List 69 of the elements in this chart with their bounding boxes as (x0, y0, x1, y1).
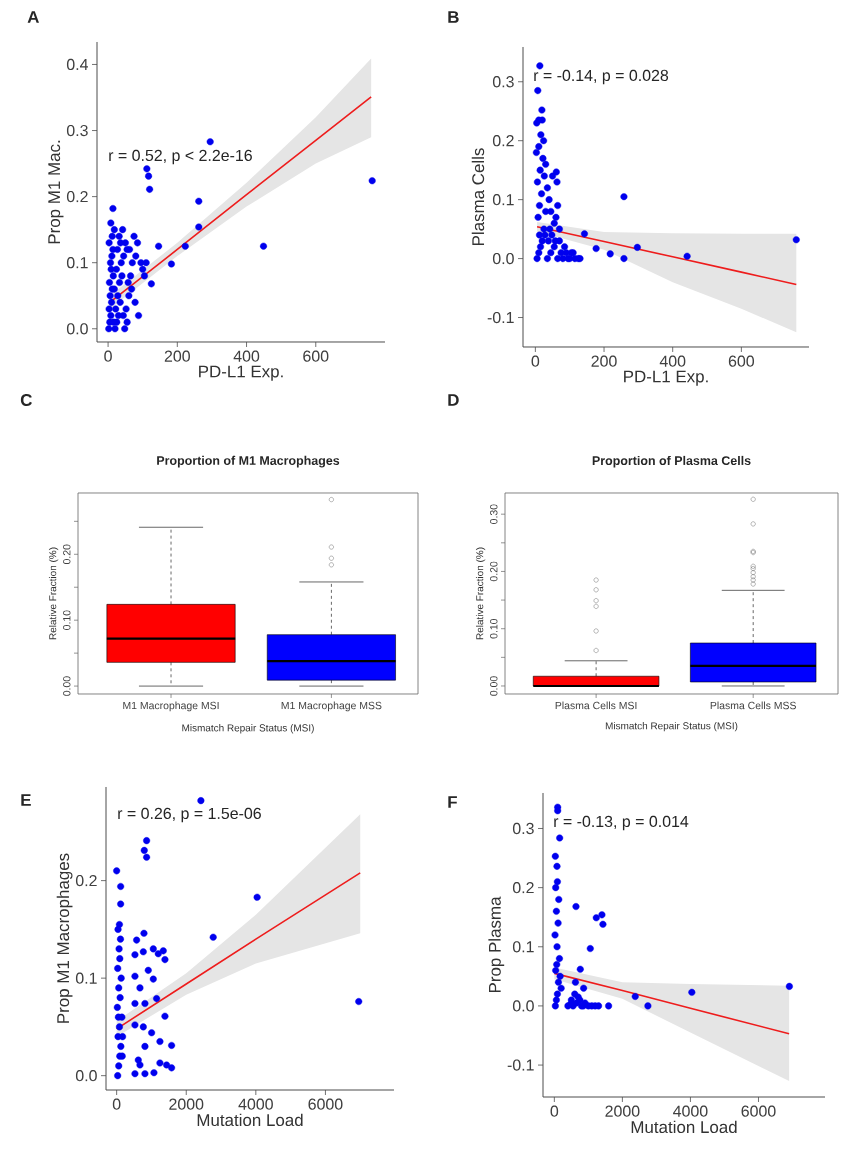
text: A (27, 11, 39, 23)
x-tick-label: 400 (659, 355, 686, 367)
y-tick-label: 0.2 (75, 874, 97, 887)
y-tick-label: 0.0 (512, 1000, 534, 1012)
y-tick-label: 0.0 (66, 323, 88, 335)
x-tick-label: M1 Macrophage MSI (123, 701, 219, 712)
x-tick-label: Plasma Cells MSI (555, 701, 637, 710)
y-tick-label: 0.3 (512, 822, 534, 835)
x-tick-label: 400 (233, 350, 260, 362)
y-tick-label: 0.1 (75, 972, 97, 984)
y-tick-label: -0.1 (507, 1059, 534, 1071)
x-tick-label: 6000 (741, 1105, 776, 1117)
y-tick-label: 0.1 (492, 194, 514, 206)
y-tick-label: 0.00 (63, 676, 71, 696)
x-tick-label: 0 (531, 355, 540, 367)
annotation: r = 0.26, p = 1.5e-06 (118, 807, 261, 823)
y-tick-label: 0.4 (66, 58, 89, 71)
y-tick-label: 0.2 (66, 190, 88, 203)
y-tick-label: -0.1 (487, 311, 514, 324)
y-tick-label: 0.10 (63, 610, 71, 630)
x-tick-label: 2000 (605, 1105, 640, 1117)
x-axis-title: PD-L1 Exp. (199, 365, 283, 381)
x-tick-label: 6000 (308, 1098, 343, 1110)
y-tick-label: 0.1 (512, 941, 534, 953)
x-tick-label: M1 Macrophage MSS (281, 701, 382, 712)
x-tick-label: 4000 (238, 1098, 273, 1110)
y-axis-title: Relative Fraction (%) (48, 547, 59, 640)
x-tick-label: 0 (550, 1105, 559, 1117)
x-axis-title: Mutation Load (631, 1120, 737, 1134)
x-tick-label: 0 (104, 350, 112, 362)
y-tick-label: 0.3 (66, 124, 88, 137)
y-tick-label: 0.0 (75, 1070, 97, 1082)
x-axis-title: Mismatch Repair Status (MSI) (182, 724, 314, 734)
y-tick-label: 0.0 (492, 252, 514, 265)
x-tick-label: 200 (591, 355, 617, 367)
y-tick-label: 0.20 (63, 544, 71, 565)
annotation: r = 0.52, p < 2.2e-16 (109, 149, 252, 165)
text: B (448, 11, 459, 23)
y-tick-label: 0.10 (490, 618, 498, 639)
x-tick-label: 600 (303, 350, 329, 362)
chart-title: Proportion of M1 Macrophages (157, 455, 340, 468)
y-tick-label: 0.00 (490, 676, 498, 696)
y-tick-label: 0.30 (490, 504, 498, 524)
x-tick-label: 2000 (169, 1098, 204, 1110)
text: E (21, 794, 31, 806)
y-axis-title: Relative Fraction (%) (475, 547, 486, 640)
x-tick-label: Plasma Cells MSS (710, 701, 796, 710)
text: C (20, 393, 32, 406)
y-tick-label: 0.20 (490, 561, 498, 582)
y-tick-label: 0.3 (492, 76, 514, 88)
x-axis-title: Mutation Load (197, 1113, 303, 1127)
x-axis-title: PD-L1 Exp. (624, 370, 708, 386)
chart-title: Proportion of Plasma Cells (592, 455, 751, 468)
y-axis-title: Plasma Cells (471, 148, 485, 246)
annotation: r = -0.14, p = 0.028 (534, 69, 669, 85)
y-tick-label: 0.1 (66, 257, 88, 269)
y-axis-title: Prop Plasma (488, 896, 505, 993)
y-axis-title: Prop M1 Macrophages (56, 853, 73, 1023)
x-tick-label: 600 (728, 355, 755, 367)
x-tick-label: 4000 (673, 1105, 708, 1117)
annotation: r = -0.13, p = 0.014 (554, 815, 689, 831)
y-tick-label: 0.2 (492, 135, 514, 147)
x-tick-label: 200 (164, 350, 190, 362)
text: F (448, 796, 457, 808)
y-tick-label: 0.2 (512, 881, 534, 894)
x-tick-label: 0 (112, 1098, 121, 1110)
text: D (448, 394, 459, 406)
y-axis-title: Prop M1 Mac. (48, 140, 64, 244)
x-axis-title: Mismatch Repair Status (MSI) (605, 722, 738, 732)
